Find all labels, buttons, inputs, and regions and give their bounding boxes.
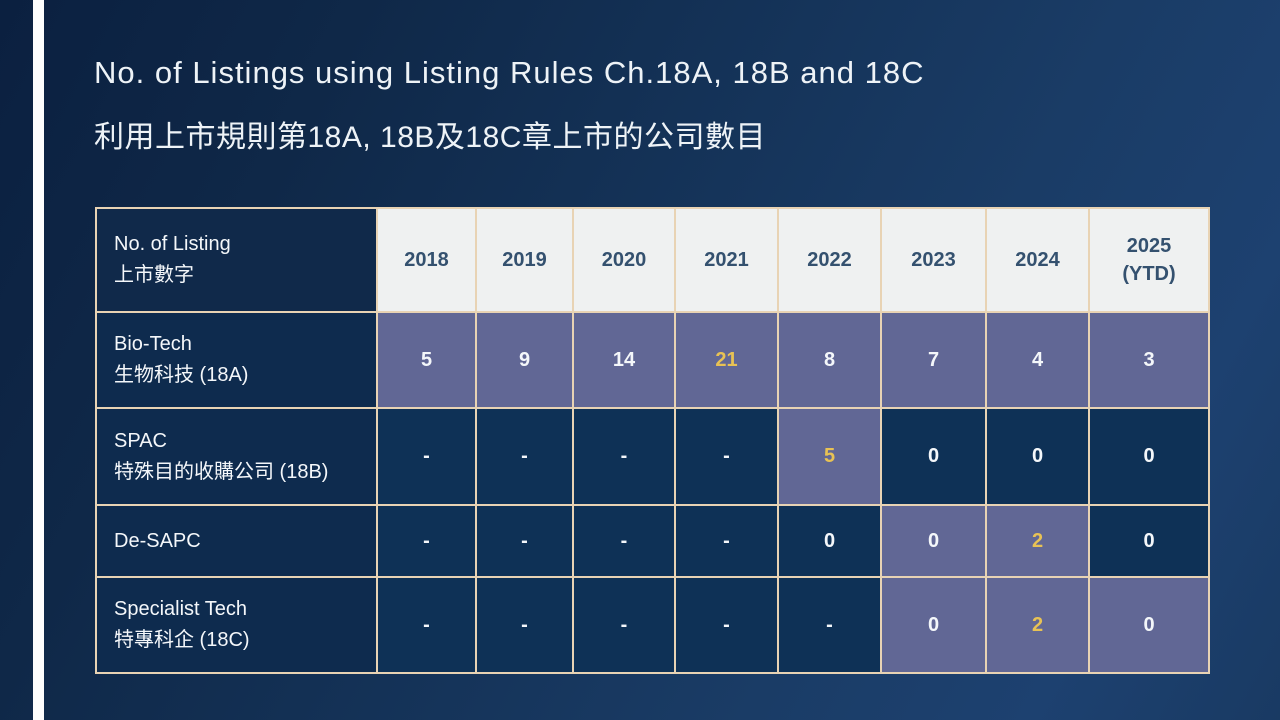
row-label-cell: De-SAPC [95,504,378,578]
value-cell: 2 [985,576,1090,674]
row-label-cell: Specialist Tech 特專科企 (18C) [95,576,378,674]
year-header-cell: 2018 [376,207,477,313]
value-cell: - [376,576,477,674]
table-corner-cell: No. of Listing 上市數字 [95,207,378,313]
value-cell: 14 [572,311,676,409]
left-accent-stripe [33,0,44,720]
value-cell: - [475,504,574,578]
value-cell: - [572,504,676,578]
table-row: Specialist Tech 特專科企 (18C) - - - - -0 2 0 [95,576,1210,674]
value-cell: 7 [880,311,987,409]
value-cell: - [475,576,574,674]
value-cell: 9 [475,311,574,409]
slide-title-zh: 利用上市規則第18A, 18B及18C章上市的公司數目 [94,121,766,154]
row-label-zh: 特殊目的收購公司 (18B) [114,460,329,483]
value-cell: 0 [777,504,882,578]
value-cell: 0 [880,407,987,506]
row-label-en: Bio-Tech [114,333,192,355]
corner-label-zh: 上市數字 [114,264,194,286]
row-label-en: SPAC [114,429,167,452]
slide-title-en: No. of Listings using Listing Rules Ch.1… [94,55,925,90]
value-cell: - [376,407,477,506]
value-cell: - [674,407,779,506]
corner-label-en: No. of Listing [114,233,231,255]
year-header-cell: 2023 [880,207,987,313]
value-cell: 0 [985,407,1090,506]
value-cell: 5 [777,407,882,506]
value-cell: 0 [880,504,987,578]
value-cell: - [572,407,676,506]
value-cell: 21 [674,311,779,409]
value-cell: 0 [1088,576,1210,674]
value-cell: 8 [777,311,882,409]
year-header-cell: 2019 [475,207,574,313]
year-header-cell: 2020 [572,207,676,313]
table-row: De-SAPC - - - -0 0 2 0 [95,504,1210,578]
value-cell: - [376,504,477,578]
table-header-row: No. of Listing 上市數字 2018 2019 2020 2021 2022… [95,207,1210,313]
row-label-en: De-SAPC [114,529,201,552]
row-label-zh: 特專科企 (18C) [114,629,250,651]
value-cell: 5 [376,311,477,409]
value-cell: - [674,576,779,674]
year-header-cell: 2021 [674,207,779,313]
year-header-cell: 2025 (YTD) [1088,207,1210,313]
year-header-cell: 2024 [985,207,1090,313]
value-cell: 0 [1088,504,1210,578]
table-row: Bio-Tech 生物科技 (18A) 5 9 14 21 8 7 4 3 [95,311,1210,409]
value-cell: - [572,576,676,674]
row-label-zh: 生物科技 (18A) [114,364,249,386]
value-cell: 4 [985,311,1090,409]
value-cell: 0 [1088,407,1210,506]
year-header-cell: 2022 [777,207,882,313]
value-cell: - [674,504,779,578]
value-cell: 0 [880,576,987,674]
row-label-cell: SPAC 特殊目的收購公司 (18B) [95,407,378,506]
value-cell: 2 [985,504,1090,578]
row-label-en: Specialist Tech [114,598,248,620]
row-label-cell: Bio-Tech 生物科技 (18A) [95,311,378,409]
value-cell: - [475,407,574,506]
value-cell: 3 [1088,311,1210,409]
listings-table: No. of Listing 上市數字 2018 2019 2020 2021 2022… [95,207,1210,674]
value-cell: - [777,576,882,674]
table-row: SPAC 特殊目的收購公司 (18B) - - - -5 0 0 0 [95,407,1210,506]
table-body: Bio-Tech 生物科技 (18A) 5 9 14 21 8 7 4 3 SPAC 特殊目的收購公司… [95,311,1210,674]
